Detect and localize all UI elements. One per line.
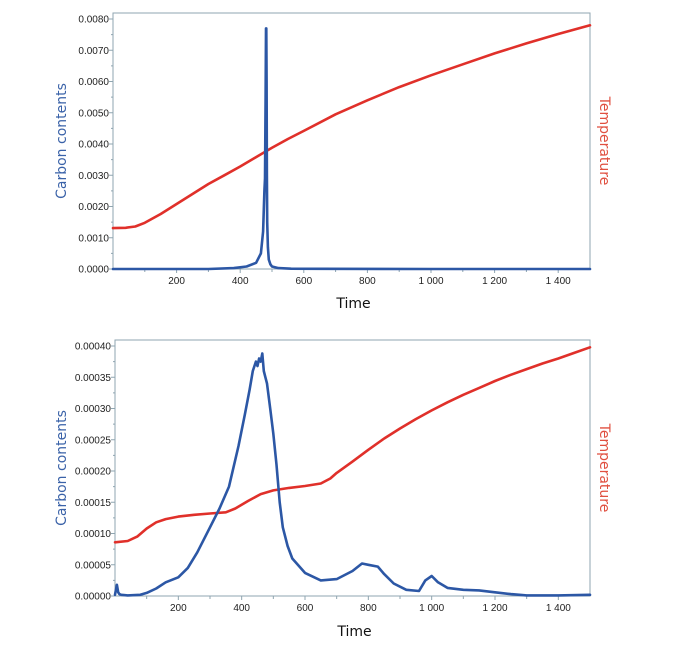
x-tick-label: 200	[168, 276, 185, 287]
temperature-line	[113, 345, 592, 544]
y-tick-label: 0.0080	[78, 15, 109, 26]
y-tick-label: 0.00040	[75, 342, 112, 353]
x-tick-label: 1 200	[482, 276, 507, 287]
y-tick-label: 0.00020	[75, 467, 112, 478]
y-tick-label: 0.00005	[75, 560, 112, 571]
y-tick-label: 0.0070	[78, 46, 109, 57]
x-tick-label: 1 200	[482, 603, 507, 614]
y-tick-label: 0.0060	[78, 77, 109, 88]
y2-axis-title: Temperature	[596, 96, 612, 186]
x-tick-label: 1 000	[419, 603, 444, 614]
plot-frame	[112, 12, 591, 270]
y2-axis-title: Temperature	[596, 423, 612, 513]
x-tick-label: 600	[297, 603, 314, 614]
top-chart: 0.0000 0.0010 0.0020 0.0030 0.0040 0.0050 0.00…	[54, 12, 612, 312]
y-tick-label: 0.0020	[78, 202, 109, 213]
x-tick-label: 400	[232, 276, 249, 287]
x-axis-title: Time	[335, 296, 370, 312]
x-tick-label: 1 000	[418, 276, 443, 287]
y-tick-label: 0.00010	[75, 529, 112, 540]
y-tick-label: 0.0030	[78, 171, 109, 182]
y-tick-label: 0.00015	[75, 498, 112, 509]
bottom-chart: 0.00000 0.00005 0.00010 0.00015 0.00020 0.000…	[54, 339, 612, 640]
y-tick-label: 0.00000	[75, 592, 112, 603]
y-axis-title: Carbon contents	[54, 410, 70, 526]
y-tick-label: 0.0050	[78, 108, 109, 119]
temperature-line	[111, 23, 592, 230]
plot-frame	[114, 339, 591, 597]
x-tick-label: 600	[295, 276, 312, 287]
x-tick-label: 400	[233, 603, 250, 614]
x-tick-label: 1 400	[546, 603, 571, 614]
x-tick-label: 1 400	[546, 276, 571, 287]
carbon-contents-line	[113, 352, 592, 597]
y-tick-label: 0.0010	[78, 233, 109, 244]
y-tick-label: 0.0000	[78, 265, 109, 276]
carbon-contents-line	[111, 27, 592, 271]
x-tick-label: 800	[359, 276, 376, 287]
y-tick-label: 0.0040	[78, 140, 109, 151]
x-axis-title: Time	[336, 624, 371, 640]
y-tick-label: 0.00030	[75, 404, 112, 415]
x-tick-label: 800	[360, 603, 377, 614]
y-axis-title: Carbon contents	[54, 83, 70, 199]
y-tick-label: 0.00025	[75, 435, 112, 446]
x-tick-label: 200	[170, 603, 187, 614]
y-tick-label: 0.00035	[75, 373, 112, 384]
